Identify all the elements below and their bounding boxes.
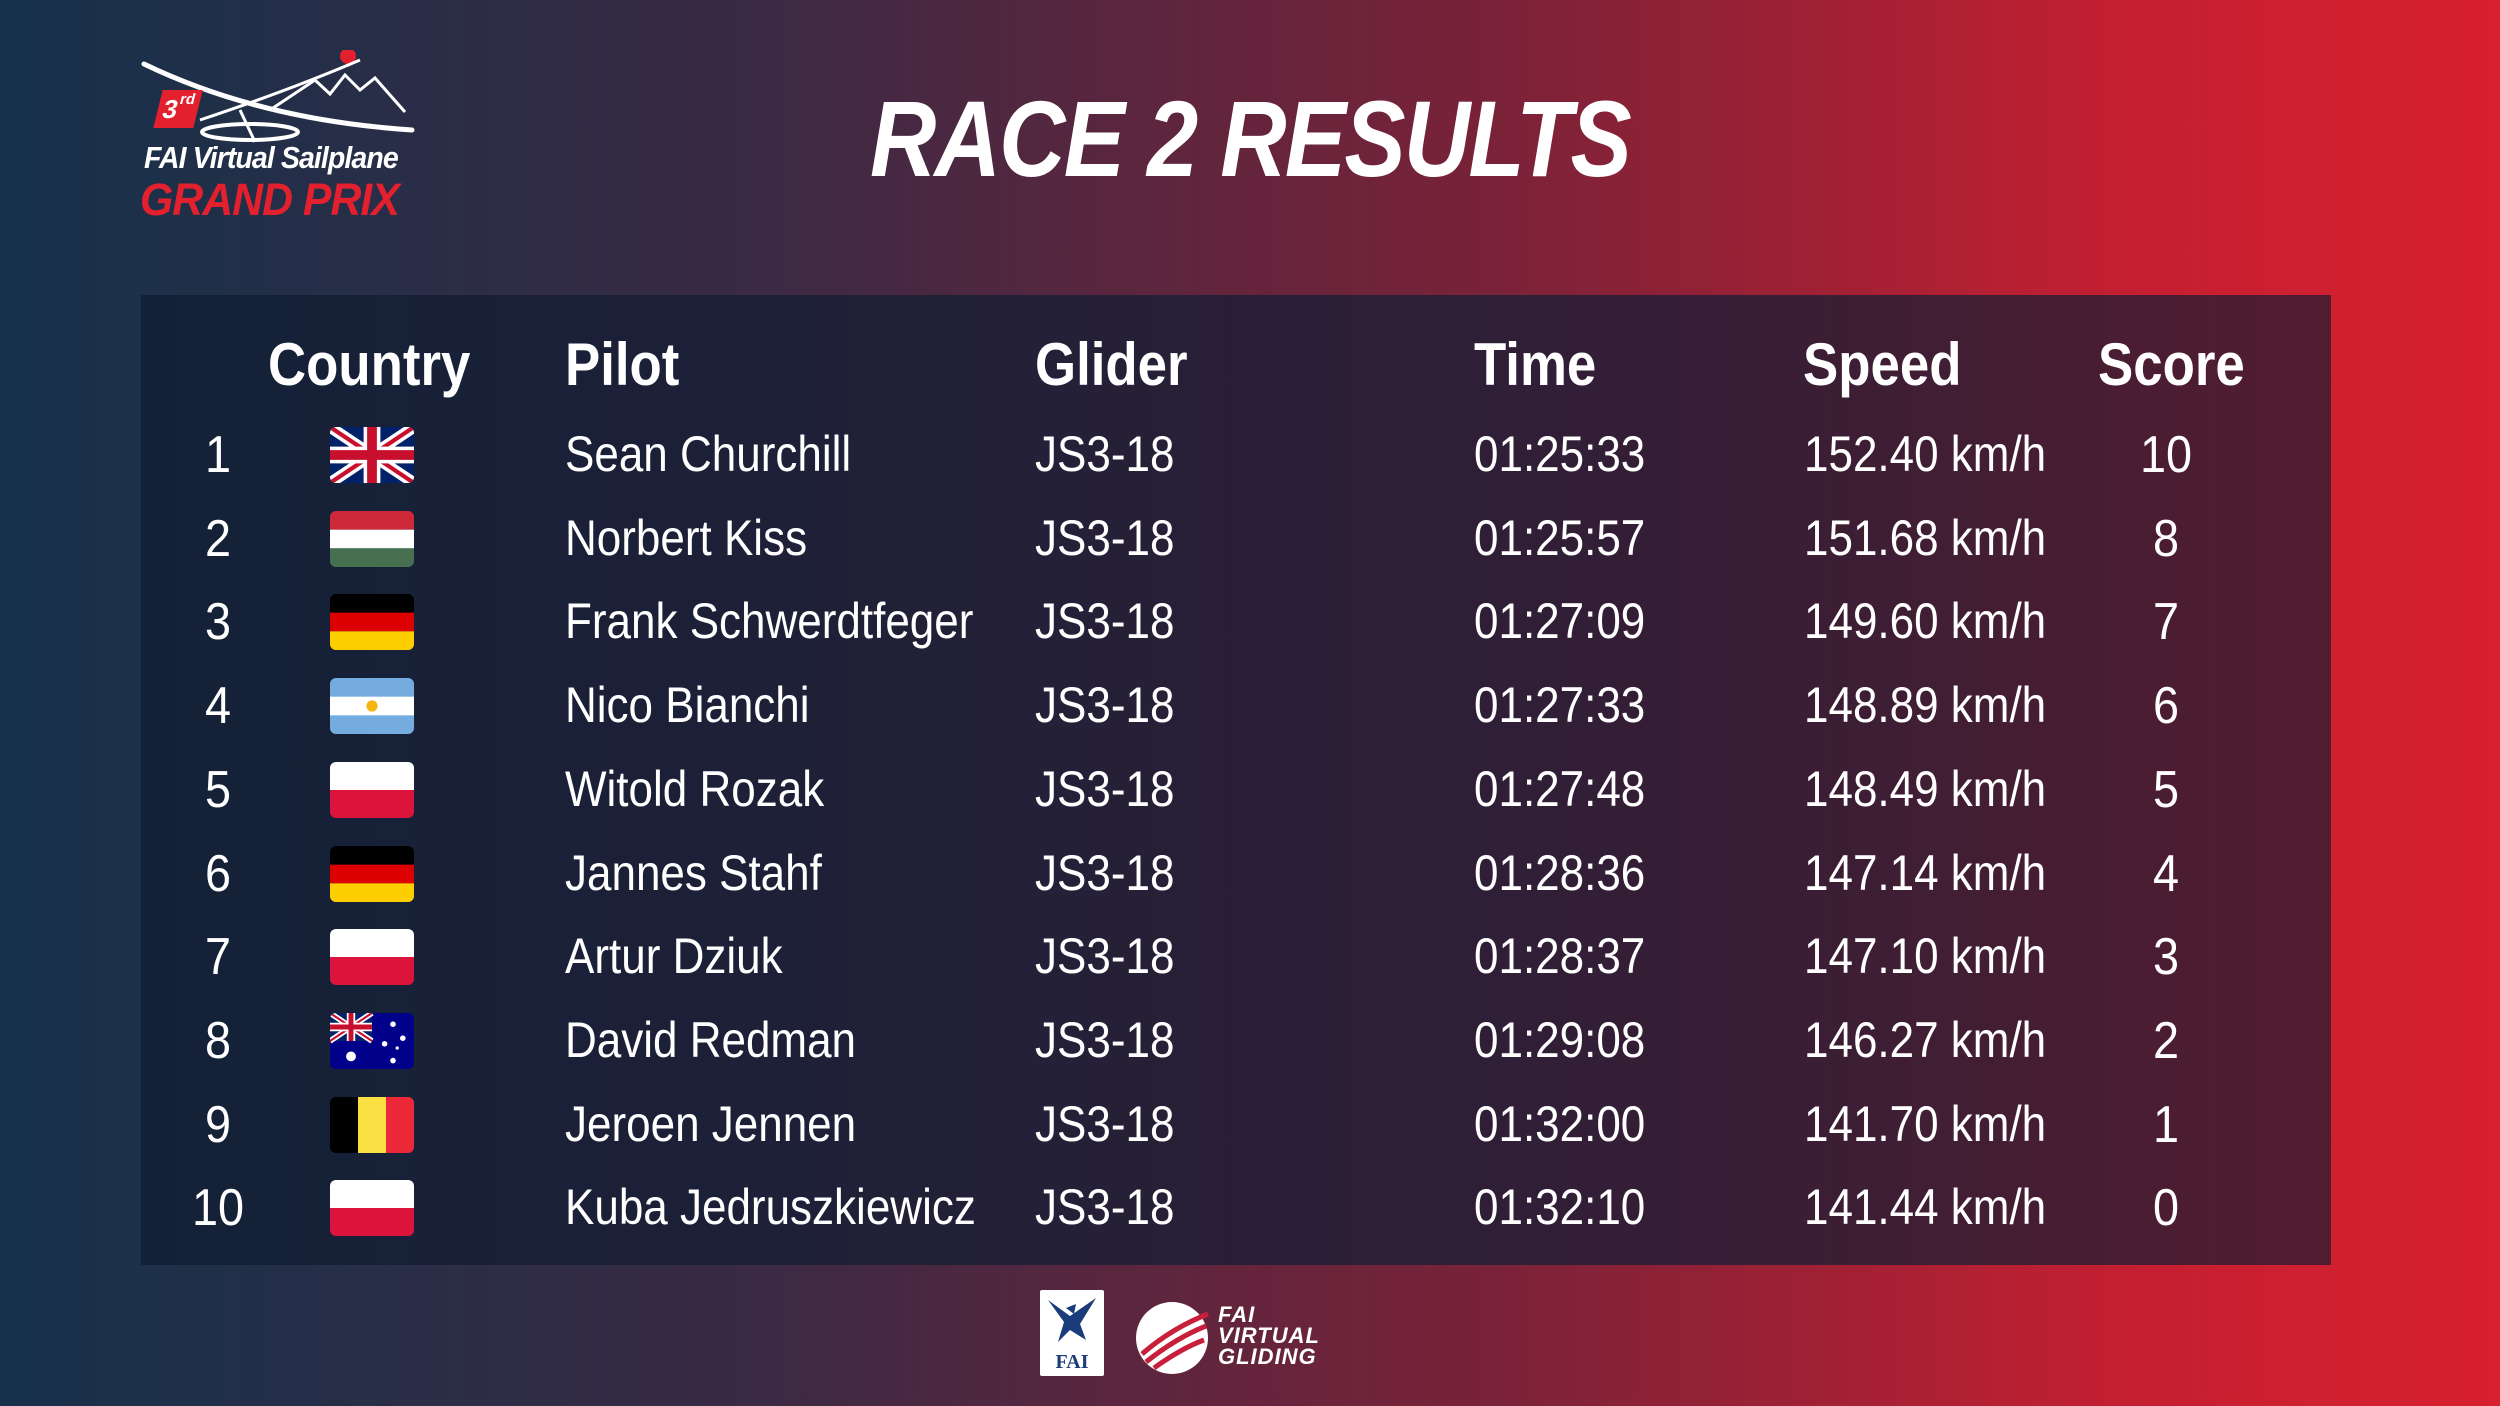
rank-cell: 7 bbox=[204, 928, 232, 986]
time-cell: 01:25:57 bbox=[1474, 510, 1646, 566]
glider-mountain-icon bbox=[141, 50, 415, 143]
header-score: Score bbox=[2098, 331, 2245, 398]
glider-cell: JS3-18 bbox=[1035, 1179, 1175, 1235]
time-cell: 01:25:33 bbox=[1474, 426, 1646, 482]
rank-cell: 8 bbox=[204, 1012, 232, 1070]
rank-cell: 5 bbox=[204, 761, 232, 819]
header-speed: Speed bbox=[1803, 331, 1962, 398]
vg-line-1: FAI bbox=[1218, 1302, 1256, 1327]
score-cell: 0 bbox=[2152, 1179, 2180, 1237]
pilot-cell: Sean Churchill bbox=[565, 426, 852, 482]
grand-prix-logo: 3rd FAI Virtual Sailplane GRAND PRIX bbox=[140, 50, 440, 240]
speed-cell: 147.10 km/h bbox=[1804, 928, 2047, 984]
speed-cell: 147.14 km/h bbox=[1804, 845, 2047, 901]
score-cell: 10 bbox=[2139, 426, 2193, 484]
speed-cell: 148.89 km/h bbox=[1804, 677, 2047, 733]
rank-cell: 4 bbox=[204, 677, 232, 735]
time-cell: 01:28:37 bbox=[1474, 928, 1646, 984]
belgium-flag bbox=[330, 1097, 414, 1153]
speed-cell: 141.70 km/h bbox=[1804, 1096, 2047, 1152]
time-cell: 01:27:33 bbox=[1474, 677, 1646, 733]
speed-cell: 141.44 km/h bbox=[1804, 1179, 2047, 1235]
time-cell: 01:32:00 bbox=[1474, 1096, 1646, 1152]
glider-cell: JS3-18 bbox=[1035, 426, 1175, 482]
pilot-cell: Jeroen Jennen bbox=[565, 1096, 857, 1152]
score-cell: 2 bbox=[2152, 1012, 2180, 1070]
vg-line-3: GLIDING bbox=[1218, 1344, 1317, 1369]
speed-cell: 149.60 km/h bbox=[1804, 593, 2047, 649]
glider-cell: JS3-18 bbox=[1035, 845, 1175, 901]
rank-cell: 10 bbox=[191, 1179, 245, 1237]
australia-flag bbox=[330, 1013, 414, 1069]
logo-line-1: FAI Virtual Sailplane bbox=[144, 140, 399, 175]
time-cell: 01:27:48 bbox=[1474, 761, 1646, 817]
hungary-flag bbox=[330, 511, 414, 567]
score-cell: 6 bbox=[2152, 677, 2180, 735]
glider-cell: JS3-18 bbox=[1035, 593, 1175, 649]
glider-cell: JS3-18 bbox=[1035, 761, 1175, 817]
germany-flag bbox=[330, 846, 414, 902]
header-pilot: Pilot bbox=[565, 331, 680, 398]
speed-cell: 146.27 km/h bbox=[1804, 1012, 2047, 1068]
poland-flag bbox=[330, 929, 414, 985]
vg-line-2: VIRTUAL bbox=[1218, 1323, 1320, 1348]
rank-cell: 2 bbox=[204, 510, 232, 568]
footer-logos: FAI FAI VIRTUAL GLIDING bbox=[1040, 1290, 1340, 1380]
virtual-gliding-text: FAI VIRTUAL GLIDING bbox=[1218, 1302, 1320, 1369]
uk-flag bbox=[330, 427, 414, 483]
rank-cell: 3 bbox=[204, 593, 232, 651]
poland-flag bbox=[330, 1180, 414, 1236]
pilot-cell: Nico Bianchi bbox=[565, 677, 810, 733]
pilot-cell: Jannes Stahf bbox=[565, 845, 822, 901]
poland-flag bbox=[330, 762, 414, 818]
glider-cell: JS3-18 bbox=[1035, 677, 1175, 733]
virtual-gliding-icon bbox=[1136, 1302, 1209, 1374]
glider-cell: JS3-18 bbox=[1035, 928, 1175, 984]
pilot-cell: Artur Dziuk bbox=[565, 928, 783, 984]
logo-line-2: GRAND PRIX bbox=[140, 174, 400, 225]
score-cell: 7 bbox=[2152, 593, 2180, 651]
eagle-icon bbox=[1048, 1298, 1096, 1342]
argentina-flag bbox=[330, 678, 414, 734]
header-glider: Glider bbox=[1035, 331, 1188, 398]
fai-logo-text: FAI bbox=[1055, 1351, 1089, 1373]
ordinal-number: 3 bbox=[159, 94, 182, 124]
fai-logo: FAI bbox=[1040, 1290, 1104, 1376]
results-table bbox=[141, 295, 2331, 1265]
glider-cell: JS3-18 bbox=[1035, 510, 1175, 566]
speed-cell: 152.40 km/h bbox=[1804, 426, 2047, 482]
pilot-cell: Witold Rozak bbox=[565, 761, 825, 817]
glider-cell: JS3-18 bbox=[1035, 1012, 1175, 1068]
time-cell: 01:32:10 bbox=[1474, 1179, 1646, 1235]
pilot-cell: Frank Schwerdtfeger bbox=[565, 593, 974, 649]
pilot-cell: Norbert Kiss bbox=[565, 510, 808, 566]
speed-cell: 151.68 km/h bbox=[1804, 510, 2047, 566]
header-time: Time bbox=[1474, 331, 1597, 398]
time-cell: 01:27:09 bbox=[1474, 593, 1646, 649]
time-cell: 01:29:08 bbox=[1474, 1012, 1646, 1068]
time-cell: 01:28:36 bbox=[1474, 845, 1646, 901]
glider-cell: JS3-18 bbox=[1035, 1096, 1175, 1152]
pilot-cell: David Redman bbox=[565, 1012, 857, 1068]
pilot-cell: Kuba Jedruszkiewicz bbox=[565, 1179, 976, 1235]
page-title: RACE 2 RESULTS bbox=[869, 78, 1632, 199]
speed-cell: 148.49 km/h bbox=[1804, 761, 2047, 817]
score-cell: 1 bbox=[2152, 1096, 2180, 1154]
score-cell: 3 bbox=[2152, 928, 2180, 986]
germany-flag bbox=[330, 594, 414, 650]
score-cell: 4 bbox=[2152, 845, 2180, 903]
rank-cell: 6 bbox=[204, 845, 232, 903]
score-cell: 8 bbox=[2152, 510, 2180, 568]
rank-cell: 1 bbox=[204, 426, 232, 484]
header-country: Country bbox=[268, 331, 471, 398]
score-cell: 5 bbox=[2152, 761, 2180, 819]
rank-cell: 9 bbox=[204, 1096, 232, 1154]
